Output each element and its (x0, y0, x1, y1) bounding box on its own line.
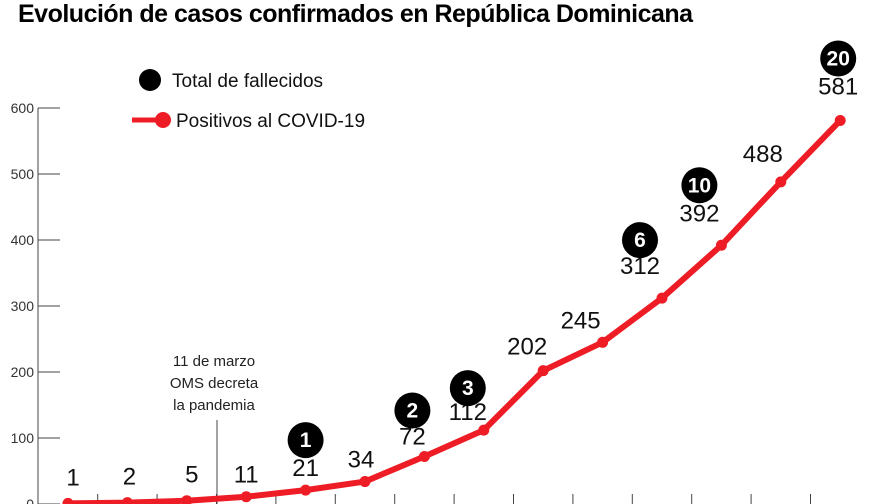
death-count: 2 (407, 399, 419, 422)
value-label: 245 (561, 307, 601, 334)
legend: Total de fallecidos Positivos al COVID-1… (132, 69, 365, 132)
legend-deaths-marker (139, 69, 161, 91)
death-marker: 6 (622, 222, 658, 259)
chart-title: Evolución de casos confirmados en Repúbl… (18, 0, 694, 28)
death-circle (394, 392, 431, 429)
death-count: 3 (462, 377, 474, 400)
data-point (775, 176, 787, 188)
data-point (240, 491, 252, 503)
data-point (715, 239, 727, 251)
data-point (597, 336, 609, 348)
y-tick-label: 300 (11, 298, 35, 314)
data-point (62, 497, 74, 504)
death-marker: 1 (287, 422, 324, 459)
y-tick-label: 600 (11, 100, 35, 116)
death-marker: 3 (449, 370, 486, 407)
y-tick-label: 200 (11, 364, 35, 380)
value-label: 11 (234, 462, 259, 489)
value-label: 21 (292, 455, 319, 482)
series-positivos (62, 115, 846, 504)
data-point (418, 450, 430, 462)
y-tick-label: 400 (11, 232, 35, 248)
death-circle (449, 370, 486, 407)
legend-positives-marker (155, 112, 171, 128)
value-label: 5 (185, 462, 198, 489)
death-circle (681, 167, 718, 204)
death-count: 10 (688, 174, 711, 197)
annotation: 11 de marzo OMS decreta la pandemia (170, 353, 259, 504)
death-count: 6 (634, 229, 646, 252)
data-point (359, 476, 371, 488)
death-count: 20 (827, 48, 850, 71)
value-label: 34 (348, 447, 375, 474)
data-point (300, 484, 312, 496)
death-marker: 2 (394, 392, 431, 429)
death-count: 1 (300, 429, 312, 452)
series-fallecidos: 1 2 3 6 10 20 (287, 40, 857, 459)
value-label: 581 (818, 74, 858, 101)
series-line (67, 118, 843, 504)
y-tick-label: 100 (11, 430, 35, 446)
y-axis: 0 100 200 300 400 500 600 (11, 100, 60, 504)
value-label: 1 (66, 464, 79, 491)
death-circle (622, 222, 658, 259)
value-label: 2 (123, 464, 136, 491)
y-tick-label: 0 (26, 496, 34, 504)
data-point (656, 292, 668, 304)
annotation-line-2: OMS decreta (170, 375, 259, 392)
legend-positives-label: Positivos al COVID-19 (176, 111, 365, 132)
data-point (181, 495, 193, 504)
data-point (478, 424, 490, 436)
annotation-line-3: la pandemia (173, 397, 255, 414)
value-label: 202 (507, 334, 547, 361)
data-point (834, 115, 846, 127)
value-label: 488 (743, 141, 783, 168)
death-circle (820, 40, 857, 77)
data-point (121, 497, 133, 504)
value-label: 392 (679, 200, 719, 227)
legend-deaths-label: Total de fallecidos (172, 71, 323, 92)
death-circle (287, 422, 324, 459)
annotation-line-1: 11 de marzo (173, 353, 255, 370)
death-marker: 20 (820, 40, 857, 77)
death-marker: 10 (681, 167, 718, 204)
y-tick-label: 500 (11, 166, 35, 182)
data-point (537, 365, 549, 377)
